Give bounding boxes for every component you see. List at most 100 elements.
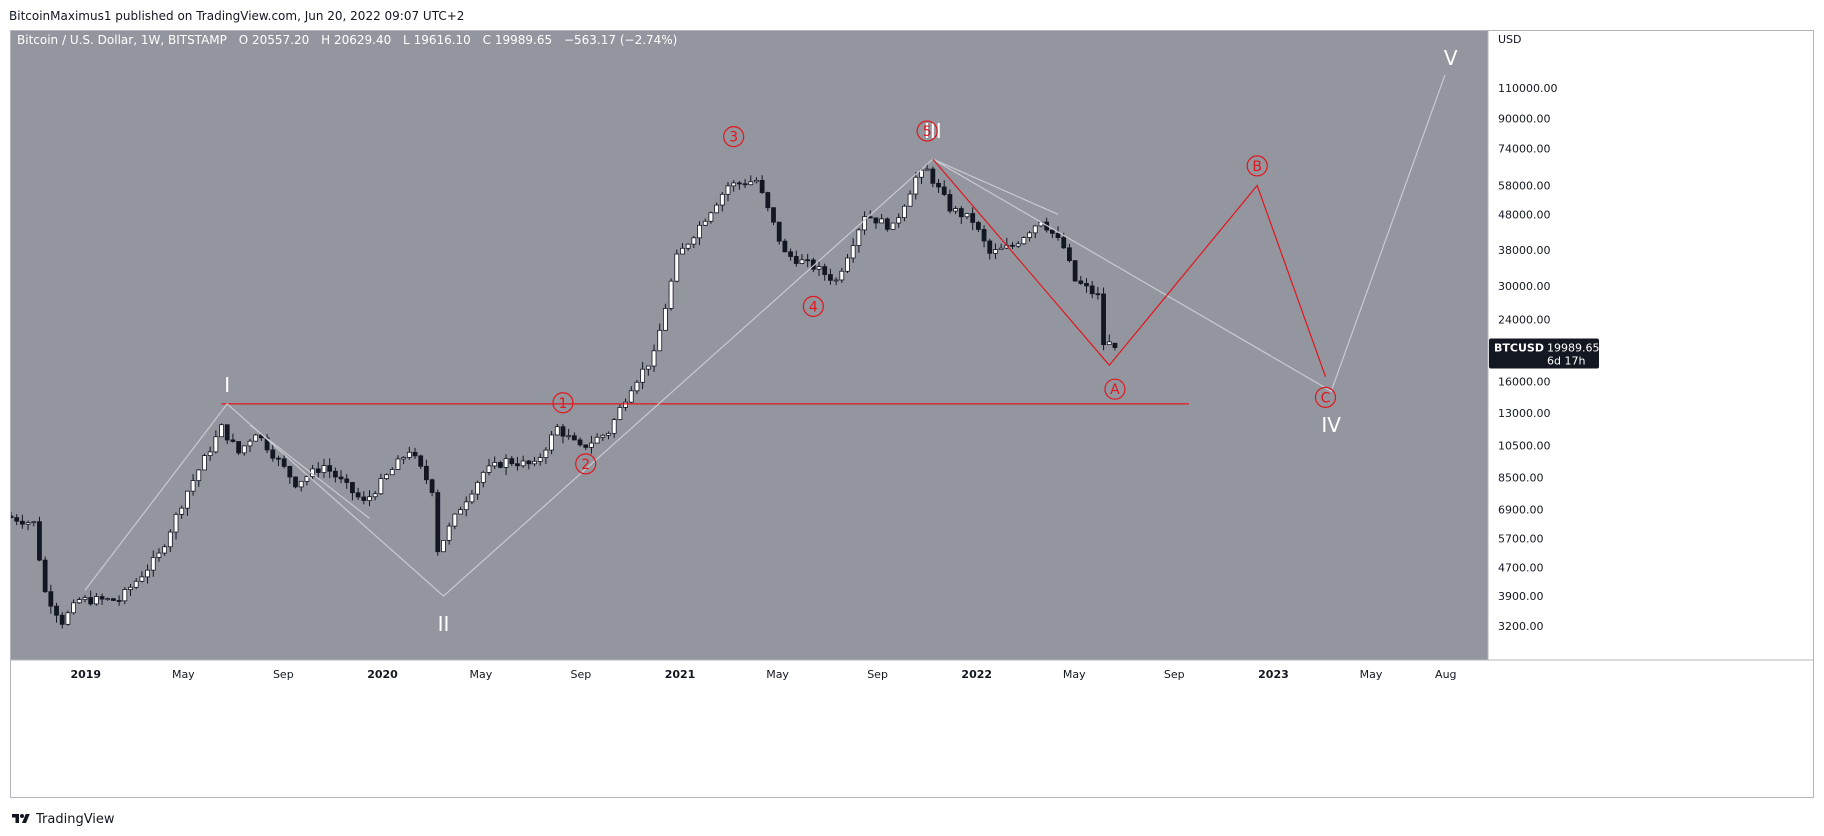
- time-axis-background[interactable]: [11, 660, 1813, 797]
- candle-up: [304, 476, 310, 482]
- candle-down: [577, 439, 583, 446]
- candle-down: [315, 468, 321, 473]
- candle-up: [799, 259, 805, 264]
- time-tick-label: Sep: [1164, 668, 1185, 681]
- candle-down: [270, 449, 276, 459]
- candle-up: [520, 460, 526, 467]
- candle-down: [1095, 293, 1101, 296]
- candle-up: [850, 245, 856, 259]
- price-tick-label: 30000.00: [1498, 280, 1551, 293]
- legend: Bitcoin / U.S. Dollar, 1W, BITSTAMP O 20…: [17, 33, 677, 47]
- wave-count-circle: [1246, 155, 1268, 177]
- price-tick-label: 8500.00: [1498, 472, 1544, 485]
- candle-up: [890, 222, 896, 230]
- candle-down: [941, 186, 947, 195]
- price-tick-label: 90000.00: [1498, 113, 1551, 126]
- change-value: −563.17 (−2.74%): [564, 33, 677, 47]
- candle-up: [486, 465, 492, 473]
- candle-down: [1089, 285, 1095, 295]
- candle-up: [247, 440, 253, 447]
- candle-up: [702, 220, 708, 226]
- wave-count-circle: [1314, 386, 1337, 409]
- candle-up: [298, 480, 304, 488]
- candle-up: [640, 368, 646, 383]
- candle-down: [873, 217, 879, 224]
- candle-up: [145, 569, 150, 578]
- last-price-tag[interactable]: BTCUSD 19989.65 6d 17h: [1489, 338, 1600, 369]
- candle-up: [190, 480, 196, 492]
- candle-up: [964, 213, 970, 218]
- candle-up: [833, 279, 839, 282]
- wave-path-gray: [932, 158, 1059, 215]
- price-tick-label: 10500.00: [1498, 439, 1551, 452]
- candle-down: [509, 458, 515, 465]
- candle-down: [782, 240, 788, 253]
- wave-count-circle: [916, 120, 938, 142]
- candle-down: [412, 451, 418, 457]
- chart-frame[interactable]: I II III IV V 1 2 3 4 5 A B C 3200.00 3900.00 4700.00 5…: [10, 30, 1814, 798]
- candle-down: [805, 259, 811, 262]
- candle-down: [1078, 280, 1084, 284]
- candle-up: [122, 589, 128, 602]
- candle-down: [332, 470, 338, 478]
- candle-down: [765, 192, 771, 209]
- candle-up: [441, 539, 446, 553]
- candle-down: [42, 559, 48, 593]
- candle-down: [1112, 342, 1118, 348]
- candle-up: [65, 612, 71, 625]
- candle-down: [788, 251, 793, 257]
- candle-down: [1101, 293, 1106, 346]
- candle-down: [742, 183, 748, 186]
- candle-up: [879, 218, 885, 224]
- candle-up: [549, 434, 554, 451]
- candle-up: [651, 350, 657, 367]
- wave-roman-label: V: [1444, 46, 1458, 70]
- footer[interactable]: TradingView: [10, 810, 115, 828]
- candle-up: [1106, 341, 1112, 346]
- candle-up: [105, 598, 111, 601]
- price-axis-labels: 3200.00 3900.00 4700.00 5700.00 6900.00 8500.…: [1498, 82, 1558, 633]
- candle-up: [697, 224, 702, 239]
- candle-up: [554, 426, 560, 436]
- candle-up: [503, 458, 509, 468]
- time-tick-label: Sep: [273, 668, 294, 681]
- candle-up: [463, 501, 469, 511]
- candle-down: [987, 240, 993, 254]
- publisher-line: BitcoinMaximus1 published on TradingView…: [9, 9, 465, 23]
- candle-down: [88, 597, 94, 605]
- last-price-value: 19989.65: [1547, 342, 1600, 355]
- candle-down: [338, 476, 344, 480]
- candle-up: [128, 586, 133, 590]
- price-tick-label: 3900.00: [1498, 590, 1544, 603]
- high-label: H: [321, 33, 330, 47]
- time-tick-label: May: [766, 668, 789, 681]
- candle-down: [230, 439, 236, 442]
- wave-roman-label: I: [224, 373, 230, 397]
- time-tick-label: May: [1360, 668, 1383, 681]
- candle-up: [82, 597, 88, 600]
- time-tick-label: 2021: [665, 668, 696, 681]
- wave-count-circle: [1104, 378, 1126, 400]
- candle-down: [970, 213, 976, 223]
- candle-up: [321, 465, 327, 473]
- close-value: 19989.65: [495, 33, 552, 47]
- candle-down: [355, 492, 361, 498]
- candle-up: [1027, 232, 1032, 238]
- publisher-header: BitcoinMaximus1 published on TradingView…: [9, 9, 464, 25]
- price-tick-label: 16000.00: [1498, 375, 1551, 388]
- candle-down: [975, 222, 981, 230]
- footer-brand[interactable]: TradingView: [36, 811, 115, 827]
- candle-up: [657, 329, 663, 352]
- candle-up: [907, 193, 913, 207]
- candle-up: [993, 249, 998, 254]
- candle-down: [344, 478, 350, 483]
- candle-down: [930, 168, 936, 184]
- tradingview-logo-icon[interactable]: [10, 812, 32, 826]
- candle-down: [293, 476, 298, 488]
- wave-count-label: 4: [809, 299, 818, 315]
- wave-count-label: C: [1321, 390, 1331, 406]
- wave-count-label: 2: [581, 457, 590, 473]
- candle-down: [281, 458, 287, 467]
- candle-up: [241, 445, 247, 454]
